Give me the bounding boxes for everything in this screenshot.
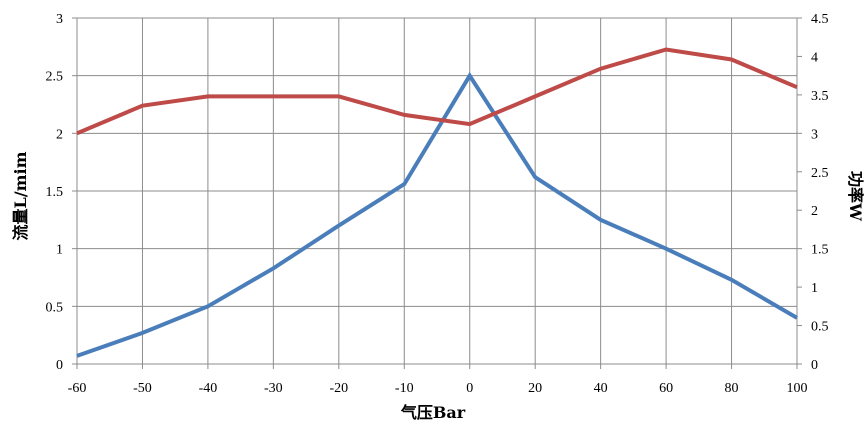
x-tick-label: 80 (725, 381, 739, 396)
x-axis-title: 气压Bar (400, 403, 466, 422)
y2-tick-label: 4 (811, 50, 818, 65)
label-layer: 0 0.5 1 1.5 2 2.5 3 0 0.5 1 1.5 2 2.5 3 3.5 4 4.5 -60 -50 -… (46, 12, 829, 396)
flow-series-line (76, 71, 799, 358)
y2-tick-label: 4.5 (811, 12, 829, 27)
y2-axis-title: 功率W (846, 171, 865, 222)
y2-tick-label: 2.5 (811, 166, 829, 181)
y-tick-label: 2 (56, 127, 63, 142)
y2-tick-label: 2 (811, 204, 818, 219)
x-tick-label: -40 (199, 381, 218, 396)
y-tick-label: 2.5 (46, 70, 64, 85)
x-tick-label: -20 (329, 381, 348, 396)
series-layer (76, 47, 799, 358)
y2-tick-label: 3.5 (811, 89, 829, 104)
y2-tick-label: 3 (811, 127, 818, 142)
x-tick-label: 100 (787, 381, 808, 396)
x-tick-label: 20 (528, 381, 542, 396)
y2-tick-label: 0.5 (811, 320, 829, 335)
x-tick-label: 60 (659, 381, 673, 396)
y-tick-label: 3 (56, 12, 63, 27)
y2-tick-label: 0 (811, 358, 818, 373)
y-tick-label: 1.5 (46, 185, 64, 200)
y2-tick-label: 1.5 (811, 243, 829, 258)
x-tick-label: -50 (133, 381, 152, 396)
y-tick-label: 0 (56, 358, 63, 373)
power-series-line (76, 47, 798, 136)
x-tick-label: -30 (264, 381, 283, 396)
y-tick-label: 1 (56, 243, 63, 258)
x-tick-label: -10 (395, 381, 414, 396)
y-axis-title: 流量L/mim (11, 151, 30, 240)
x-tick-label: -60 (68, 381, 87, 396)
x-tick-label: 40 (594, 381, 608, 396)
x-tick-label: 0 (466, 381, 473, 396)
y2-tick-label: 1 (811, 281, 818, 296)
y-tick-label: 0.5 (46, 300, 64, 315)
